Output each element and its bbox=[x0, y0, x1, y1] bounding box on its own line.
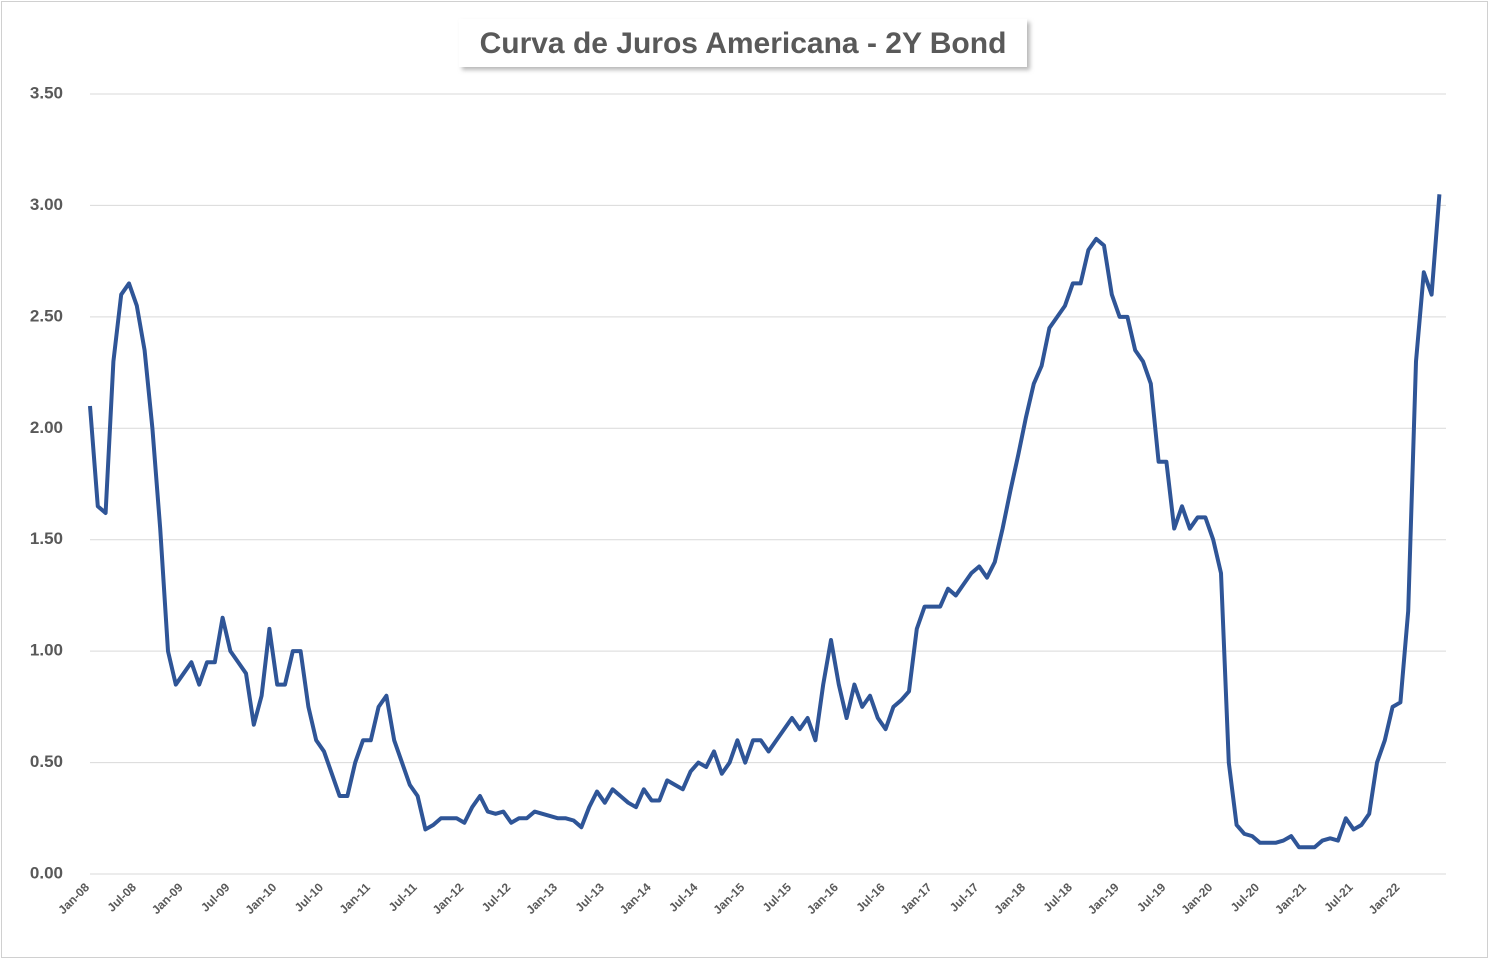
y-tick-label: 0.00 bbox=[30, 863, 63, 882]
y-tick-label: 2.50 bbox=[30, 306, 63, 325]
series-line bbox=[88, 194, 1442, 850]
y-tick-label: 1.50 bbox=[30, 529, 63, 548]
y-tick-label: 1.00 bbox=[30, 641, 63, 660]
y-tick-label: 2.00 bbox=[30, 418, 63, 437]
y-tick-label: 3.50 bbox=[30, 83, 63, 102]
y-tick-label: 0.50 bbox=[30, 752, 63, 771]
y-tick-label: 3.00 bbox=[30, 195, 63, 214]
chart-title: Curva de Juros Americana - 2Y Bond bbox=[480, 27, 1007, 60]
title-box bbox=[459, 19, 1027, 67]
